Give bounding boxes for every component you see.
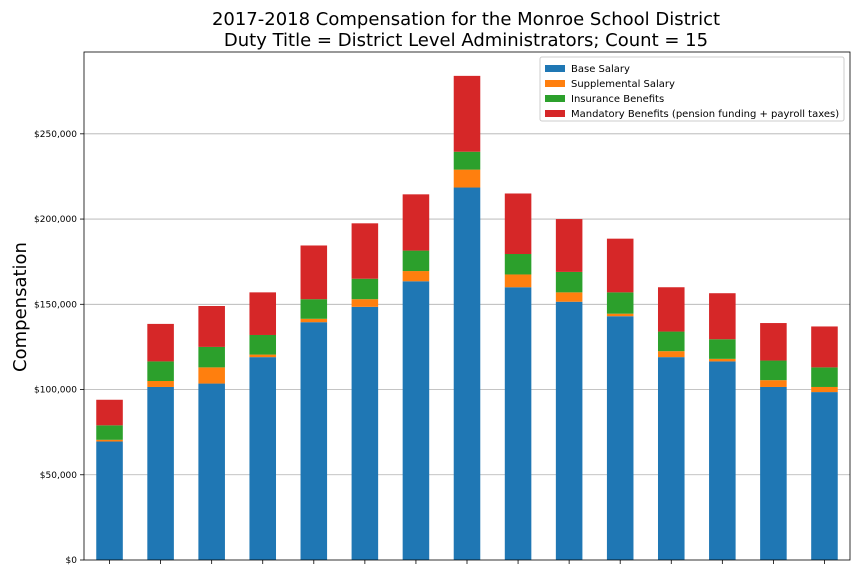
legend-swatch [545, 95, 565, 102]
bar-segment-mandatory-10 [555, 219, 583, 272]
bar-segment-base-2 [147, 386, 174, 560]
bar-segment-insurance-13 [709, 339, 736, 359]
bar-segment-base-12 [657, 357, 685, 560]
bar-segment-supplemental-1 [96, 439, 123, 442]
bar-segment-mandatory-14 [760, 323, 787, 361]
bar-segment-base-10 [555, 301, 583, 560]
bar-segment-base-13 [709, 361, 736, 560]
legend-swatch [545, 80, 565, 87]
bar-segment-base-4 [249, 357, 277, 560]
bar-segment-insurance-10 [555, 271, 583, 293]
legend-label: Mandatory Benefits (pension funding + pa… [571, 109, 839, 120]
bar-segment-mandatory-11 [606, 238, 634, 293]
bar-segment-mandatory-12 [657, 287, 685, 332]
plot-frame [83, 51, 851, 561]
bar-segment-base-9 [504, 287, 532, 560]
y-tick-label: $150,000 [34, 300, 77, 310]
y-tick-label: $250,000 [34, 130, 77, 140]
bar-segment-base-7 [402, 281, 430, 560]
bar-segment-insurance-6 [351, 278, 379, 300]
bar-segment-base-11 [606, 316, 634, 560]
y-tick-label: $100,000 [34, 386, 77, 396]
bars [96, 75, 838, 560]
bar-segment-insurance-5 [300, 299, 328, 319]
bar-segment-mandatory-1 [96, 399, 123, 426]
bar-segment-insurance-4 [249, 334, 277, 355]
bar-segment-insurance-3 [198, 346, 225, 368]
axes: $0 $50,000 $100,000 $150,000 $200,000 $250,00… [34, 51, 851, 566]
legend: Base Salary Supplemental Salary Insurance … [539, 56, 845, 122]
bar-segment-supplemental-4 [249, 354, 277, 358]
bar-segment-mandatory-2 [147, 323, 174, 362]
bar-segment-insurance-15 [811, 367, 838, 387]
bar-segment-mandatory-3 [198, 306, 225, 347]
bar-segment-mandatory-15 [811, 326, 838, 368]
bar-segment-supplemental-11 [606, 313, 634, 317]
bar-segment-base-14 [760, 386, 787, 560]
legend-label: Base Salary [571, 64, 630, 75]
chart-title-line-1: 2017-2018 Compensation for the Monroe Sc… [212, 9, 720, 30]
bar-segment-insurance-14 [760, 360, 787, 381]
bar-segment-mandatory-9 [504, 193, 532, 255]
bar-segment-supplemental-9 [504, 274, 532, 288]
bar-segment-base-6 [351, 306, 379, 560]
bar-segment-mandatory-7 [402, 194, 430, 251]
bar-segment-mandatory-6 [351, 223, 379, 279]
bar-segment-insurance-2 [147, 361, 174, 382]
bar-segment-insurance-7 [402, 250, 430, 272]
legend-label: Supplemental Salary [571, 79, 675, 90]
bar-segment-base-15 [811, 392, 838, 560]
bar-segment-mandatory-8 [453, 75, 481, 152]
bar-segment-supplemental-10 [555, 292, 583, 302]
legend-box [539, 56, 845, 122]
bar-segment-insurance-9 [504, 254, 532, 275]
bar-segment-supplemental-15 [811, 386, 838, 393]
chart-title-line-2: Duty Title = District Level Administrato… [224, 30, 708, 51]
bar-segment-base-8 [453, 187, 481, 560]
y-axis-label: Compensation [10, 242, 31, 372]
bar-segment-supplemental-14 [760, 380, 787, 387]
bar-segment-supplemental-8 [453, 169, 481, 188]
bar-segment-supplemental-7 [402, 271, 430, 282]
legend-swatch [545, 110, 565, 117]
bar-segment-mandatory-4 [249, 292, 277, 335]
bar-segment-supplemental-2 [147, 381, 174, 387]
bar-segment-insurance-8 [453, 151, 481, 170]
bar-segment-base-5 [300, 322, 328, 560]
bar-segment-insurance-12 [657, 331, 685, 352]
bar-segment-supplemental-5 [300, 318, 328, 323]
bar-segment-insurance-11 [606, 292, 634, 314]
bar-segment-base-3 [198, 383, 225, 560]
legend-label: Insurance Benefits [571, 94, 664, 105]
bar-segment-insurance-1 [96, 425, 123, 440]
bar-segment-supplemental-12 [657, 351, 685, 358]
bar-segment-mandatory-13 [709, 293, 736, 340]
bar-segment-supplemental-13 [709, 358, 736, 362]
bar-segment-mandatory-5 [300, 245, 328, 300]
bar-segment-supplemental-3 [198, 367, 225, 384]
bar-segment-supplemental-6 [351, 299, 379, 307]
y-tick-label: $50,000 [40, 471, 77, 481]
bar-segment-base-1 [96, 441, 123, 560]
legend-swatch [545, 65, 565, 72]
y-tick-label: $0 [66, 556, 78, 566]
y-tick-label: $200,000 [34, 215, 77, 225]
